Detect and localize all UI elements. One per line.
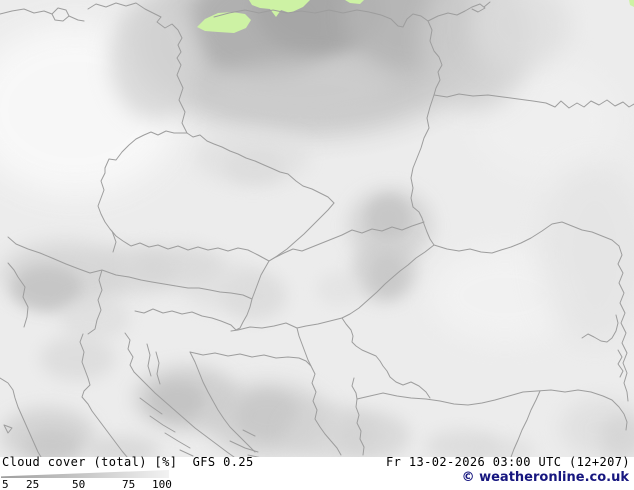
- border-path: [79, 333, 128, 457]
- copyright-text: © weatheronline.co.uk: [461, 470, 629, 485]
- border-path: [155, 351, 161, 385]
- border-path: [213, 9, 429, 28]
- border-path: [189, 351, 256, 453]
- cloud-blob: [316, 272, 361, 306]
- cloud-blob: [470, 438, 535, 457]
- border-path: [87, 2, 188, 134]
- cloud-blob: [210, 60, 390, 120]
- border-path: [230, 317, 343, 332]
- border-path: [351, 377, 365, 456]
- border-path: [134, 308, 237, 331]
- precipitation-patch: [197, 12, 251, 33]
- border-path: [510, 390, 541, 457]
- cloud-blob: [225, 150, 285, 185]
- border-path: [581, 314, 619, 343]
- border-path: [268, 221, 425, 262]
- forecast-datetime: Fr 13-02-2026 03:00 UTC (12+207): [386, 455, 630, 469]
- legend-title: Cloud cover (total) [%] GFS 0.25: [2, 455, 254, 469]
- border-path: [3, 424, 13, 434]
- legend-tick: 5: [2, 478, 9, 490]
- cloud-blob: [366, 196, 411, 241]
- cloud-blob: [150, 382, 205, 420]
- border-path: [0, 377, 42, 457]
- border-path: [139, 397, 260, 457]
- border-path: [410, 94, 435, 208]
- border-path: [7, 236, 253, 300]
- border-path: [146, 343, 152, 377]
- border-path: [296, 327, 312, 367]
- cloud-blob: [85, 436, 160, 457]
- border-path: [427, 3, 486, 22]
- border-path: [189, 351, 342, 456]
- precipitation-patch: [249, 0, 310, 17]
- country-borders-svg: [0, 0, 634, 457]
- cloud-blob: [335, 412, 410, 457]
- cloud-blob: [540, 165, 634, 345]
- precipitation-group: [197, 0, 634, 33]
- cloud-blob: [183, 262, 268, 310]
- country-borders: [0, 1, 634, 457]
- border-path: [7, 262, 29, 328]
- border-path: [0, 8, 53, 15]
- border-path: [617, 245, 629, 402]
- border-path: [483, 1, 491, 8]
- border-path: [617, 349, 624, 378]
- legend-tick: 100: [152, 478, 172, 490]
- border-path: [341, 244, 435, 319]
- border-path: [341, 317, 431, 399]
- legend-tick: 50: [72, 478, 86, 490]
- border-path: [68, 15, 85, 22]
- border-path: [427, 20, 443, 96]
- border-path: [433, 221, 620, 254]
- border-path: [51, 7, 70, 22]
- border-path: [87, 269, 103, 335]
- legend-tick: 75: [122, 478, 136, 490]
- border-path: [111, 230, 117, 253]
- border-path: [104, 130, 335, 204]
- legend-gradient-wedge: [1, 470, 169, 478]
- border-path: [97, 167, 270, 262]
- border-path: [268, 202, 335, 262]
- precipitation-patch: [345, 0, 364, 4]
- cloud-cover-map: [0, 0, 634, 457]
- border-path: [133, 371, 235, 457]
- border-path: [124, 332, 135, 373]
- precipitation-patch: [629, 0, 634, 7]
- cloud-blob: [60, 296, 130, 341]
- cloud-blob: [40, 336, 115, 381]
- border-path: [433, 93, 634, 109]
- cloud-blob: [110, 0, 200, 120]
- cloud-blob: [370, 255, 405, 295]
- cloud-blob: [600, 415, 634, 457]
- cloud-blob: [470, 0, 570, 70]
- border-path: [356, 389, 628, 431]
- border-path: [235, 260, 270, 331]
- border-path: [412, 206, 435, 246]
- legend-tick: 25: [26, 478, 40, 490]
